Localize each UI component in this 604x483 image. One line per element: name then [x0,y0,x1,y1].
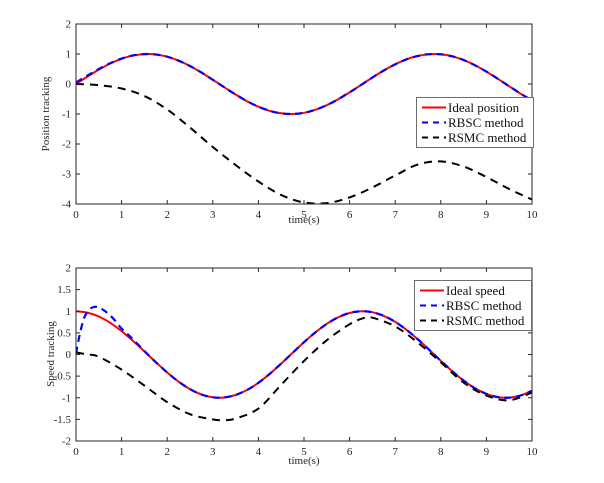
tick-labels: 0 1 2 3 4 5 6 7 8 9 10 -2 -1.5 -1 -0.5 0 0.5 1 1.5 2 [54,263,538,459]
legend-label: RBSC method [446,298,522,313]
series-line-rsmc-method [76,83,532,204]
x-tick-label: 1 [119,209,125,221]
dashed-blue-line-swatch-icon [420,304,444,307]
legend-item-rbsc-method: RBSC method [421,115,526,130]
y-tick-label: -0.5 [54,371,72,383]
x-tick-label: 9 [484,209,490,221]
x-tick-label: 8 [438,209,444,221]
x-tick-label: 3 [210,446,216,458]
x-tick-label: 1 [119,446,125,458]
speed-plot-xlabel-text: time(s) [288,455,320,467]
y-tick-label: -1 [62,392,71,404]
position-plot-legend: Ideal position RBSC method RSMC method [416,97,535,148]
legend-label: RSMC method [448,130,527,145]
x-tick-label: 0 [73,209,79,221]
solid-red-line-swatch-icon [422,106,446,109]
x-tick-label: 7 [392,209,398,221]
x-tick-label: 7 [392,446,398,458]
y-tick-label: 1 [66,49,72,61]
y-tick-label: -2 [62,436,71,448]
x-tick-label: 5 [301,446,307,458]
x-tick-label: 2 [164,446,170,458]
tick-labels: 0 1 2 3 4 5 6 7 8 9 10 -4 -3 -2 -1 0 1 2 [62,19,538,222]
legend-item-ideal-position: Ideal position [421,100,526,115]
position-plot-ylabel-text: Position tracking [40,76,52,152]
legend-item-rsmc-method: RSMC method [421,130,526,145]
series-group [76,52,532,204]
legend-item-rsmc-method: RSMC method [419,313,524,328]
legend-label: Ideal speed [446,283,505,298]
solid-red-line-swatch-icon [420,289,444,292]
x-tick-label: 2 [164,209,170,221]
tick-marks [75,23,533,205]
position-plot-xlabel-text: time(s) [288,214,320,226]
x-tick-label: 6 [347,209,353,221]
x-tick-label: 0 [73,446,79,458]
y-tick-label: -4 [62,199,72,211]
x-tick-label: 10 [527,209,539,221]
series-line-rsmc-method [76,315,532,422]
y-tick-label: -1 [62,109,71,121]
dashed-black-line-swatch-icon [422,136,446,139]
y-tick-label: -1.5 [54,414,72,426]
legend-label: Ideal position [448,100,520,115]
x-tick-label: 4 [256,446,262,458]
legend-label: RSMC method [446,313,525,328]
legend-item-rbsc-method: RBSC method [419,298,524,313]
legend-label: RBSC method [448,115,524,130]
speed-plot-legend: Ideal speed RBSC method RSMC method [414,280,533,331]
speed-tracking-plot: 0 1 2 3 4 5 6 7 8 9 10 -2 -1.5 -1 -0.5 0 0.5 1 1.5 2 [54,263,538,459]
series-line-ideal-position [76,53,532,116]
dashed-black-line-swatch-icon [420,319,444,322]
x-tick-label: 9 [484,446,490,458]
legend-item-ideal-speed: Ideal speed [419,283,524,298]
y-tick-label: 0.5 [57,327,71,339]
x-tick-label: 4 [256,209,262,221]
x-tick-label: 8 [438,446,444,458]
y-tick-label: 2 [66,19,72,31]
series-group [76,305,532,422]
series-line-rbsc-method [76,305,532,399]
y-tick-label: -2 [62,139,71,151]
y-tick-label: 0 [66,349,72,361]
speed-plot-ylabel-text: Speed tracking [45,321,57,387]
y-tick-label: -3 [62,169,72,181]
x-tick-label: 10 [527,446,539,458]
y-tick-label: 2 [66,263,72,275]
x-tick-label: 3 [210,209,216,221]
dashed-blue-line-swatch-icon [422,121,446,124]
y-tick-label: 1.5 [57,284,71,296]
y-tick-label: 0 [66,79,72,91]
x-tick-label: 6 [347,446,353,458]
x-tick-label: 5 [301,209,307,221]
y-tick-label: 1 [66,306,72,318]
